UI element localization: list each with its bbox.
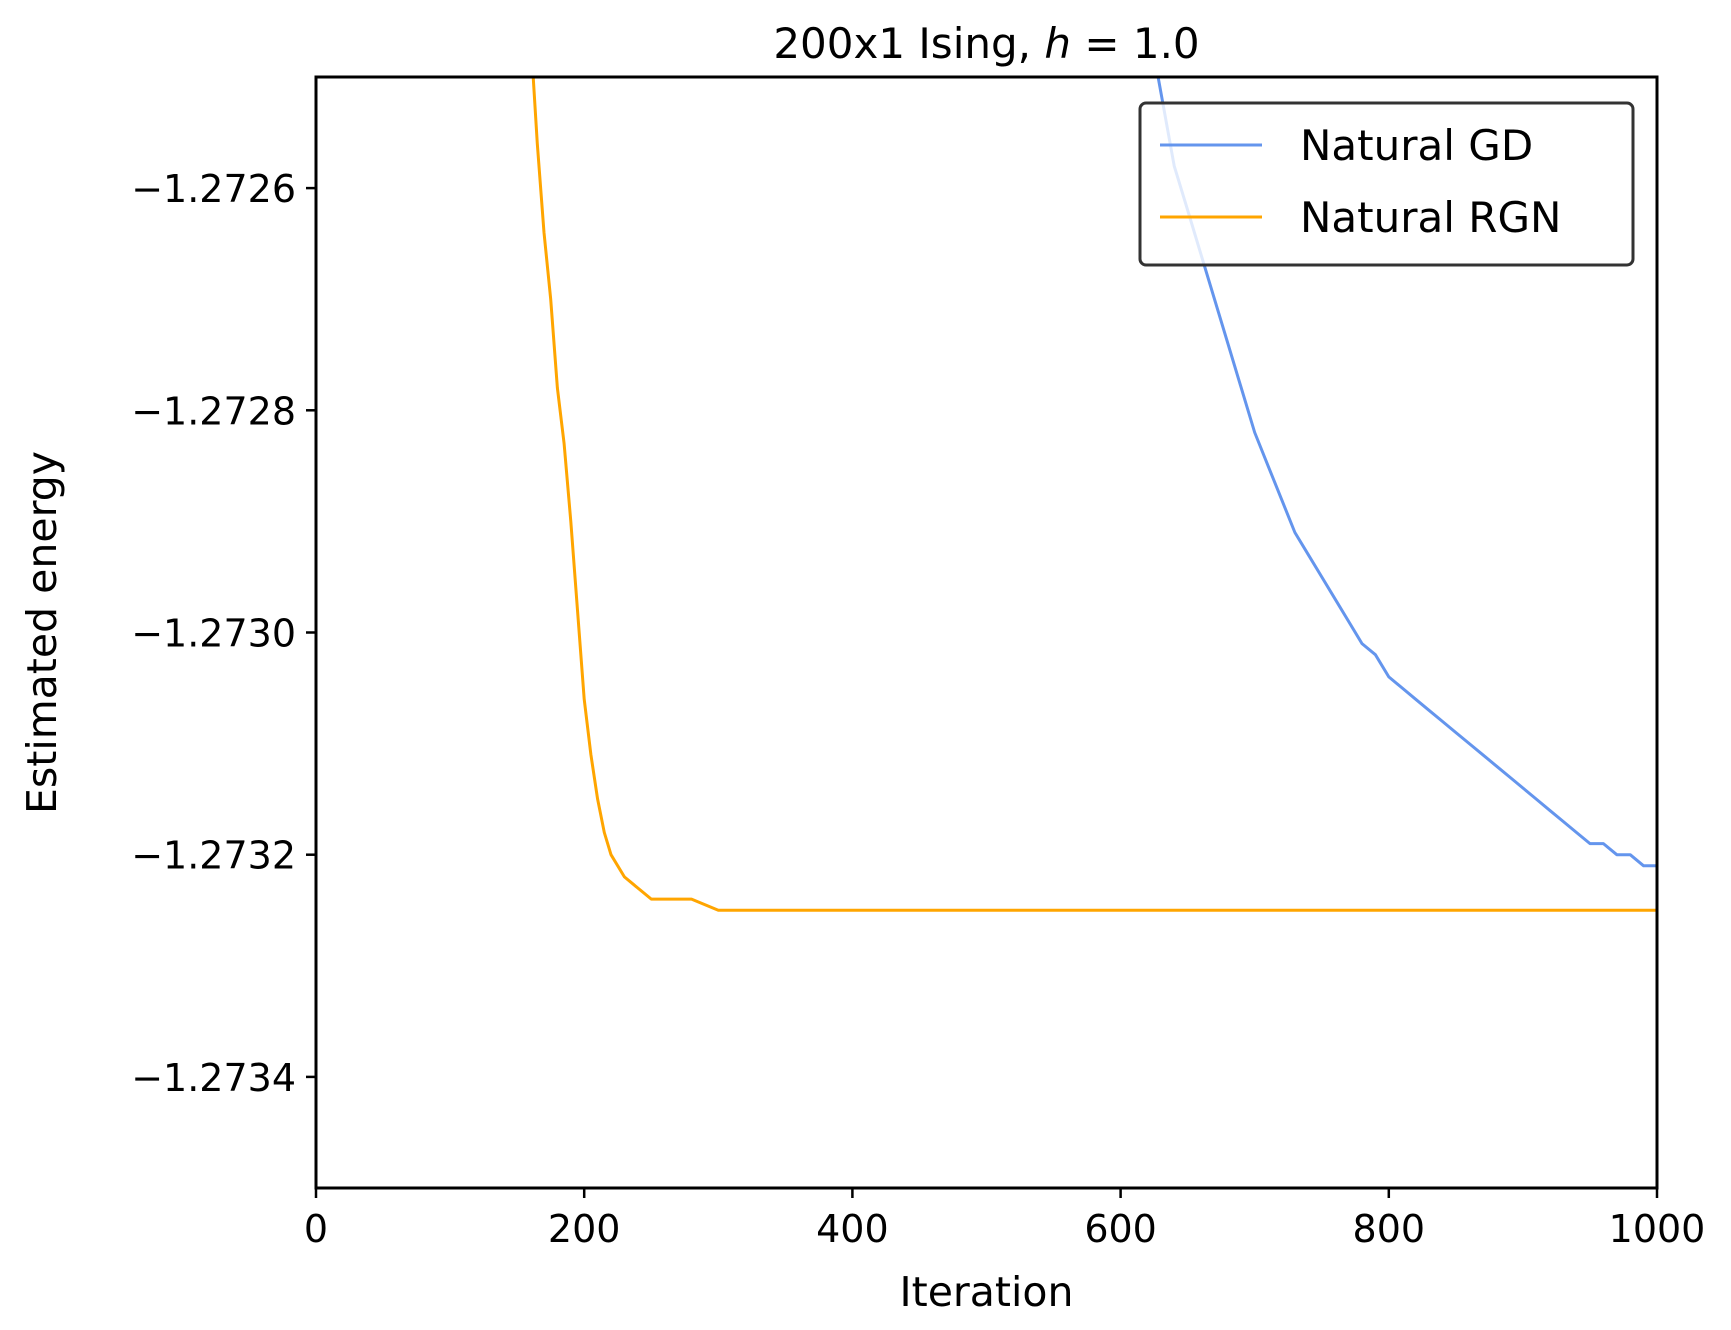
series-line-natural-gd <box>1156 77 1657 868</box>
x-tick-label: 0 <box>304 1207 328 1251</box>
x-tick-label: 400 <box>816 1207 889 1251</box>
series-line-natural-rgn <box>531 77 1657 912</box>
legend-label: Natural RGN <box>1300 193 1561 242</box>
y-tick-label: −1.2732 <box>131 834 296 878</box>
legend: Natural GD Natural RGN <box>1138 101 1635 267</box>
x-tick-label: 200 <box>548 1207 621 1251</box>
y-tick-label: −1.2730 <box>131 612 296 656</box>
y-tick-label: −1.2728 <box>131 389 296 433</box>
y-axis-title: Estimated energy <box>18 451 66 814</box>
x-tick-label: 1000 <box>1609 1207 1706 1251</box>
legend-label: Natural GD <box>1300 121 1533 170</box>
y-axis: −1.2726 −1.2728 −1.2730 −1.2732 −1.2734 <box>131 167 316 1100</box>
series-layer <box>531 77 1657 912</box>
x-tick-label: 800 <box>1353 1207 1426 1251</box>
x-axis: 0 200 400 600 800 1000 <box>304 1188 1705 1251</box>
y-tick-label: −1.2734 <box>131 1056 296 1100</box>
chart-title: 200x1 Ising, h = 1.0 <box>773 19 1199 68</box>
x-axis-title: Iteration <box>900 1268 1074 1316</box>
x-tick-label: 600 <box>1084 1207 1157 1251</box>
legend-box <box>1138 101 1635 267</box>
y-tick-label: −1.2726 <box>131 167 296 211</box>
